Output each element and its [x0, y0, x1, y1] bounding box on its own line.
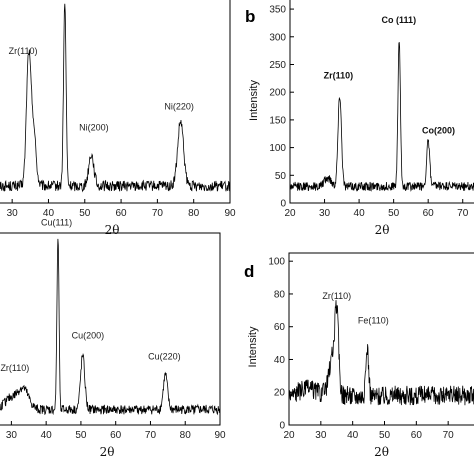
y-tick-label-b: 250 [269, 60, 286, 71]
x-tick-label-c: 60 [110, 430, 122, 441]
xrd-trace-d [289, 300, 474, 406]
x-tick-label-b: 20 [284, 208, 296, 219]
y-tick-label-b: 150 [269, 115, 286, 126]
peak-label-c: Cu(111) [41, 217, 72, 227]
x-tick-label-d: 70 [443, 430, 455, 441]
x-tick-label-a: 40 [43, 208, 55, 219]
y-tick-label-d: 100 [268, 257, 285, 268]
x-tick-label-d: 30 [315, 430, 327, 441]
y-tick-label-b: 300 [269, 32, 286, 43]
x-tick-label-d: 60 [411, 430, 423, 441]
panel-a: 304050607080902θZr(110)Ni(011)Ni(200)Ni(… [0, 0, 236, 237]
peak-label-a: Ni(220) [164, 101, 194, 111]
plot-frame-b [289, 0, 474, 204]
peak-label-a: Ni(200) [79, 123, 109, 133]
panel-c: 30 40 50 60 70 80 90 2θ Zr(110) Cu(111) Cu(200) Cu(… [0, 217, 226, 459]
plot-frame-c [0, 232, 221, 426]
x-tick-label-a: 70 [152, 208, 164, 219]
x-tick-label-b: 50 [388, 208, 400, 219]
y-tick-label-b: 50 [275, 171, 287, 182]
panel-d: 203040506070800204060801002θIntensityZr(… [244, 252, 474, 459]
x-tick-label-c: 30 [6, 430, 18, 441]
y-tick-label-b: 0 [280, 199, 286, 210]
x-tick-label-d: 50 [379, 430, 391, 441]
x-tick-label-b: 60 [423, 208, 435, 219]
y-tick-label-d: 60 [274, 322, 286, 333]
y-tick-label-b: 100 [269, 143, 286, 154]
peak-label-b: Co(200) [422, 126, 455, 136]
x-tick-label-a: 30 [7, 208, 19, 219]
x-tick-label-c: 80 [180, 430, 192, 441]
y-tick-label-d: 80 [274, 289, 286, 300]
peak-label-c: Cu(200) [72, 331, 105, 341]
x-axis-title-d: 2θ [374, 445, 389, 459]
xrd-trace-b [290, 42, 474, 192]
peak-label-c: Cu(220) [148, 352, 181, 362]
xrd-trace-a [0, 3, 230, 193]
x-tick-label-c: 40 [41, 430, 53, 441]
x-tick-label-a: 50 [79, 208, 91, 219]
y-tick-label-b: 350 [269, 5, 286, 16]
panel-letter-b: b [245, 7, 255, 26]
x-tick-label-a: 80 [188, 208, 200, 219]
panel-letter-d: d [244, 262, 254, 281]
x-tick-label-d: 20 [283, 430, 295, 441]
x-tick-label-a: 60 [116, 208, 128, 219]
plot-frame-a [0, 0, 231, 204]
peak-label-d: Zr(110) [322, 291, 351, 301]
y-tick-label-d: 0 [279, 421, 285, 432]
y-tick-label-d: 20 [274, 388, 286, 399]
peak-label-c: Zr(110) [0, 363, 29, 373]
x-tick-label-a: 90 [224, 208, 236, 219]
x-axis-title-c: 2θ [100, 445, 115, 459]
x-tick-label-d: 40 [347, 430, 359, 441]
peak-label-b: Co (111) [382, 15, 417, 25]
x-tick-label-c: 50 [75, 430, 87, 441]
x-tick-label-b: 40 [354, 208, 366, 219]
peak-label-d: Fe(110) [358, 315, 389, 325]
x-tick-label-c: 90 [214, 430, 226, 441]
x-axis-title-b: 2θ [375, 223, 390, 237]
xrd-trace-c [0, 238, 220, 416]
x-tick-label-c: 70 [145, 430, 157, 441]
y-axis-title-d: Intensity [247, 326, 259, 367]
x-axis-title-a: 2θ [105, 223, 120, 237]
peak-label-b: Zr(110) [324, 70, 354, 80]
x-tick-label-b: 30 [319, 208, 331, 219]
y-axis-title-b: Intensity [248, 80, 260, 121]
peak-label-a: Zr(110) [9, 46, 38, 56]
panel-b: 20 30 40 50 60 70 0 50 100 150 200 250 300 350 2θ Inten… [245, 0, 474, 237]
x-tick-label-b: 70 [457, 208, 469, 219]
y-tick-label-d: 40 [274, 355, 286, 366]
y-tick-label-b: 200 [269, 88, 286, 99]
